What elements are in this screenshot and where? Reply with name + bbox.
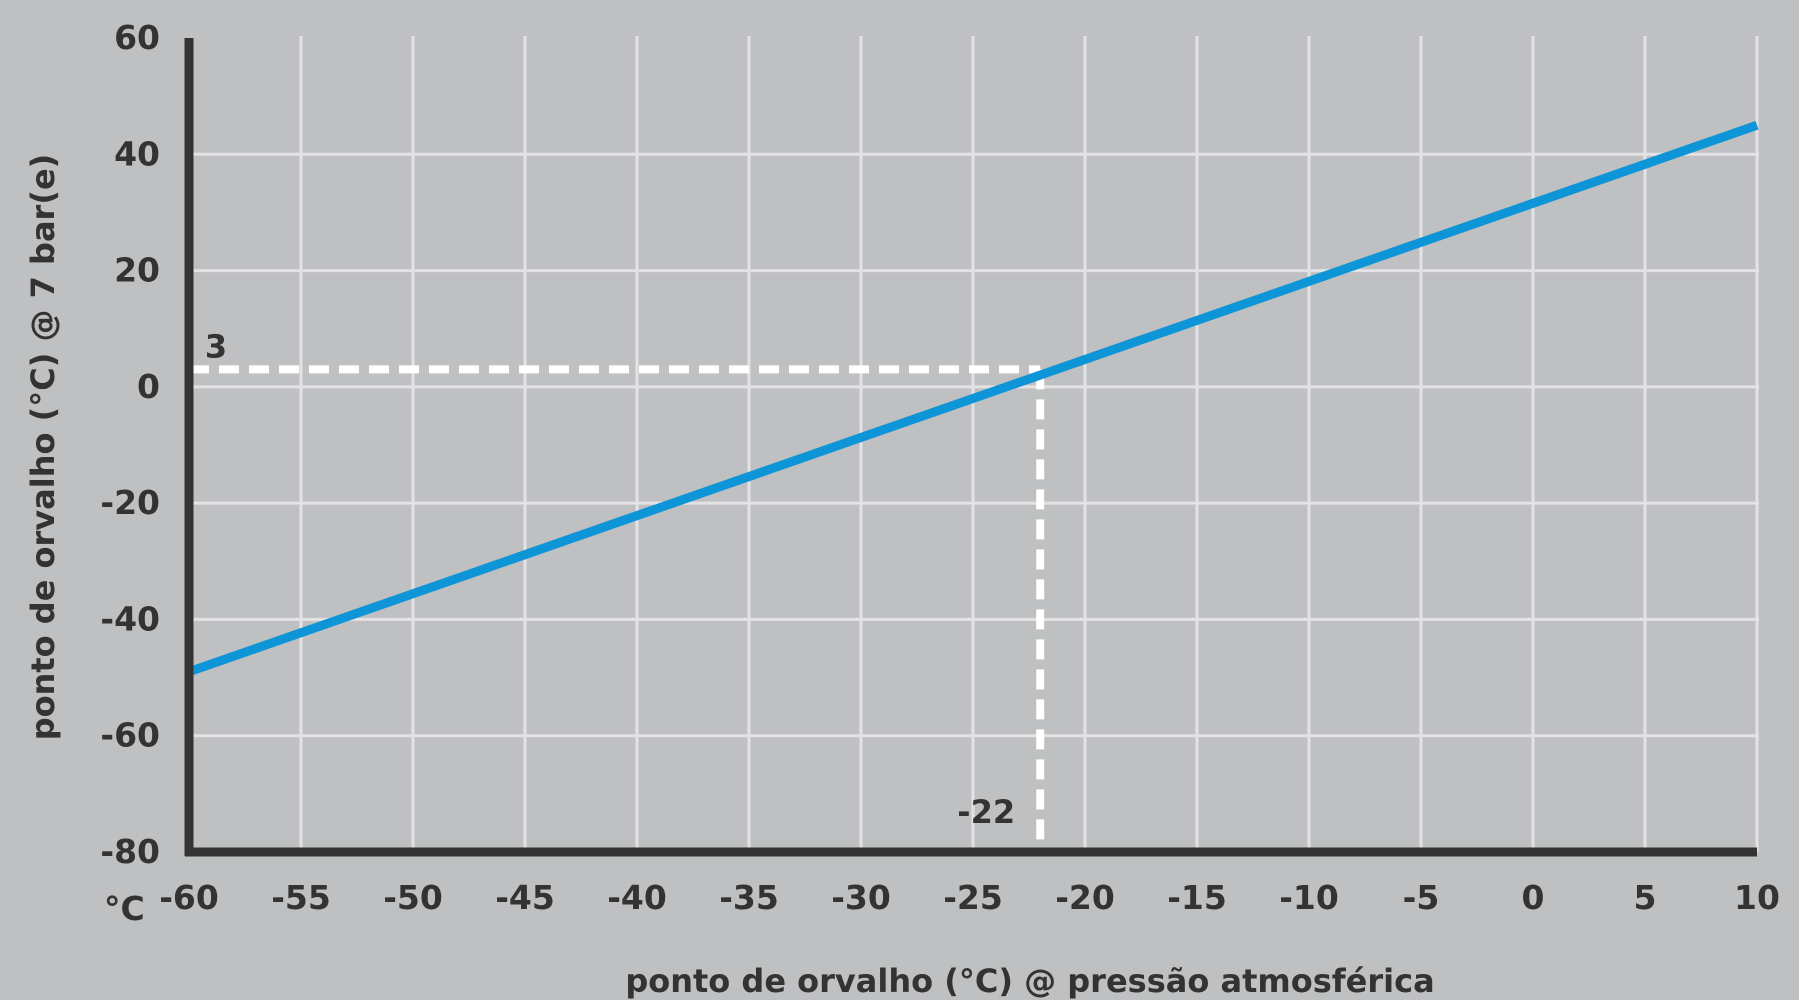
x-tick-label: -15 — [1167, 878, 1227, 917]
y-axis-title: ponto de orvalho (°C) @ 7 bar(e) — [24, 154, 62, 741]
y-tick-label: -80 — [100, 832, 160, 871]
x-tick-label: -50 — [383, 878, 443, 917]
annotation-x-label: -22 — [957, 793, 1015, 831]
y-tick-label: 40 — [114, 134, 160, 173]
y-tick-label: 60 — [114, 18, 160, 57]
annotation-guides: 3 -22 — [189, 327, 1045, 852]
y-tick-label: -60 — [100, 716, 160, 755]
x-tick-label: 10 — [1734, 878, 1780, 917]
unit-label: °C — [104, 889, 145, 928]
x-tick-label: -5 — [1403, 878, 1440, 917]
series — [187, 120, 1759, 677]
x-tick-label: -45 — [495, 878, 555, 917]
y-tick-label: -20 — [100, 483, 160, 522]
x-tick-label: -25 — [943, 878, 1003, 917]
x-tick-label: -60 — [159, 878, 219, 917]
x-tick-label: -30 — [831, 878, 891, 917]
y-tick-label: 20 — [114, 251, 160, 290]
x-axis-title: ponto de orvalho (°C) @ pressão atmosfér… — [625, 962, 1434, 1000]
tick-labels: -60 -55 -50 -45 -40 -35 -30 -25 -20 -15 -10 -5 0 5 106… — [100, 18, 1780, 917]
x-tick-label: -35 — [719, 878, 779, 917]
x-tick-label: -20 — [1055, 878, 1115, 917]
y-tick-label: -40 — [100, 599, 160, 638]
grid — [189, 36, 1759, 852]
x-tick-label: -10 — [1279, 878, 1339, 917]
axes — [184, 38, 1757, 857]
annotation-y-label: 3 — [205, 327, 227, 365]
x-tick-label: 0 — [1522, 878, 1545, 917]
x-tick-label: 5 — [1634, 878, 1657, 917]
x-tick-label: -40 — [607, 878, 667, 917]
series-line — [187, 120, 1759, 677]
y-tick-label: 0 — [137, 367, 160, 406]
x-tick-label: -55 — [271, 878, 331, 917]
